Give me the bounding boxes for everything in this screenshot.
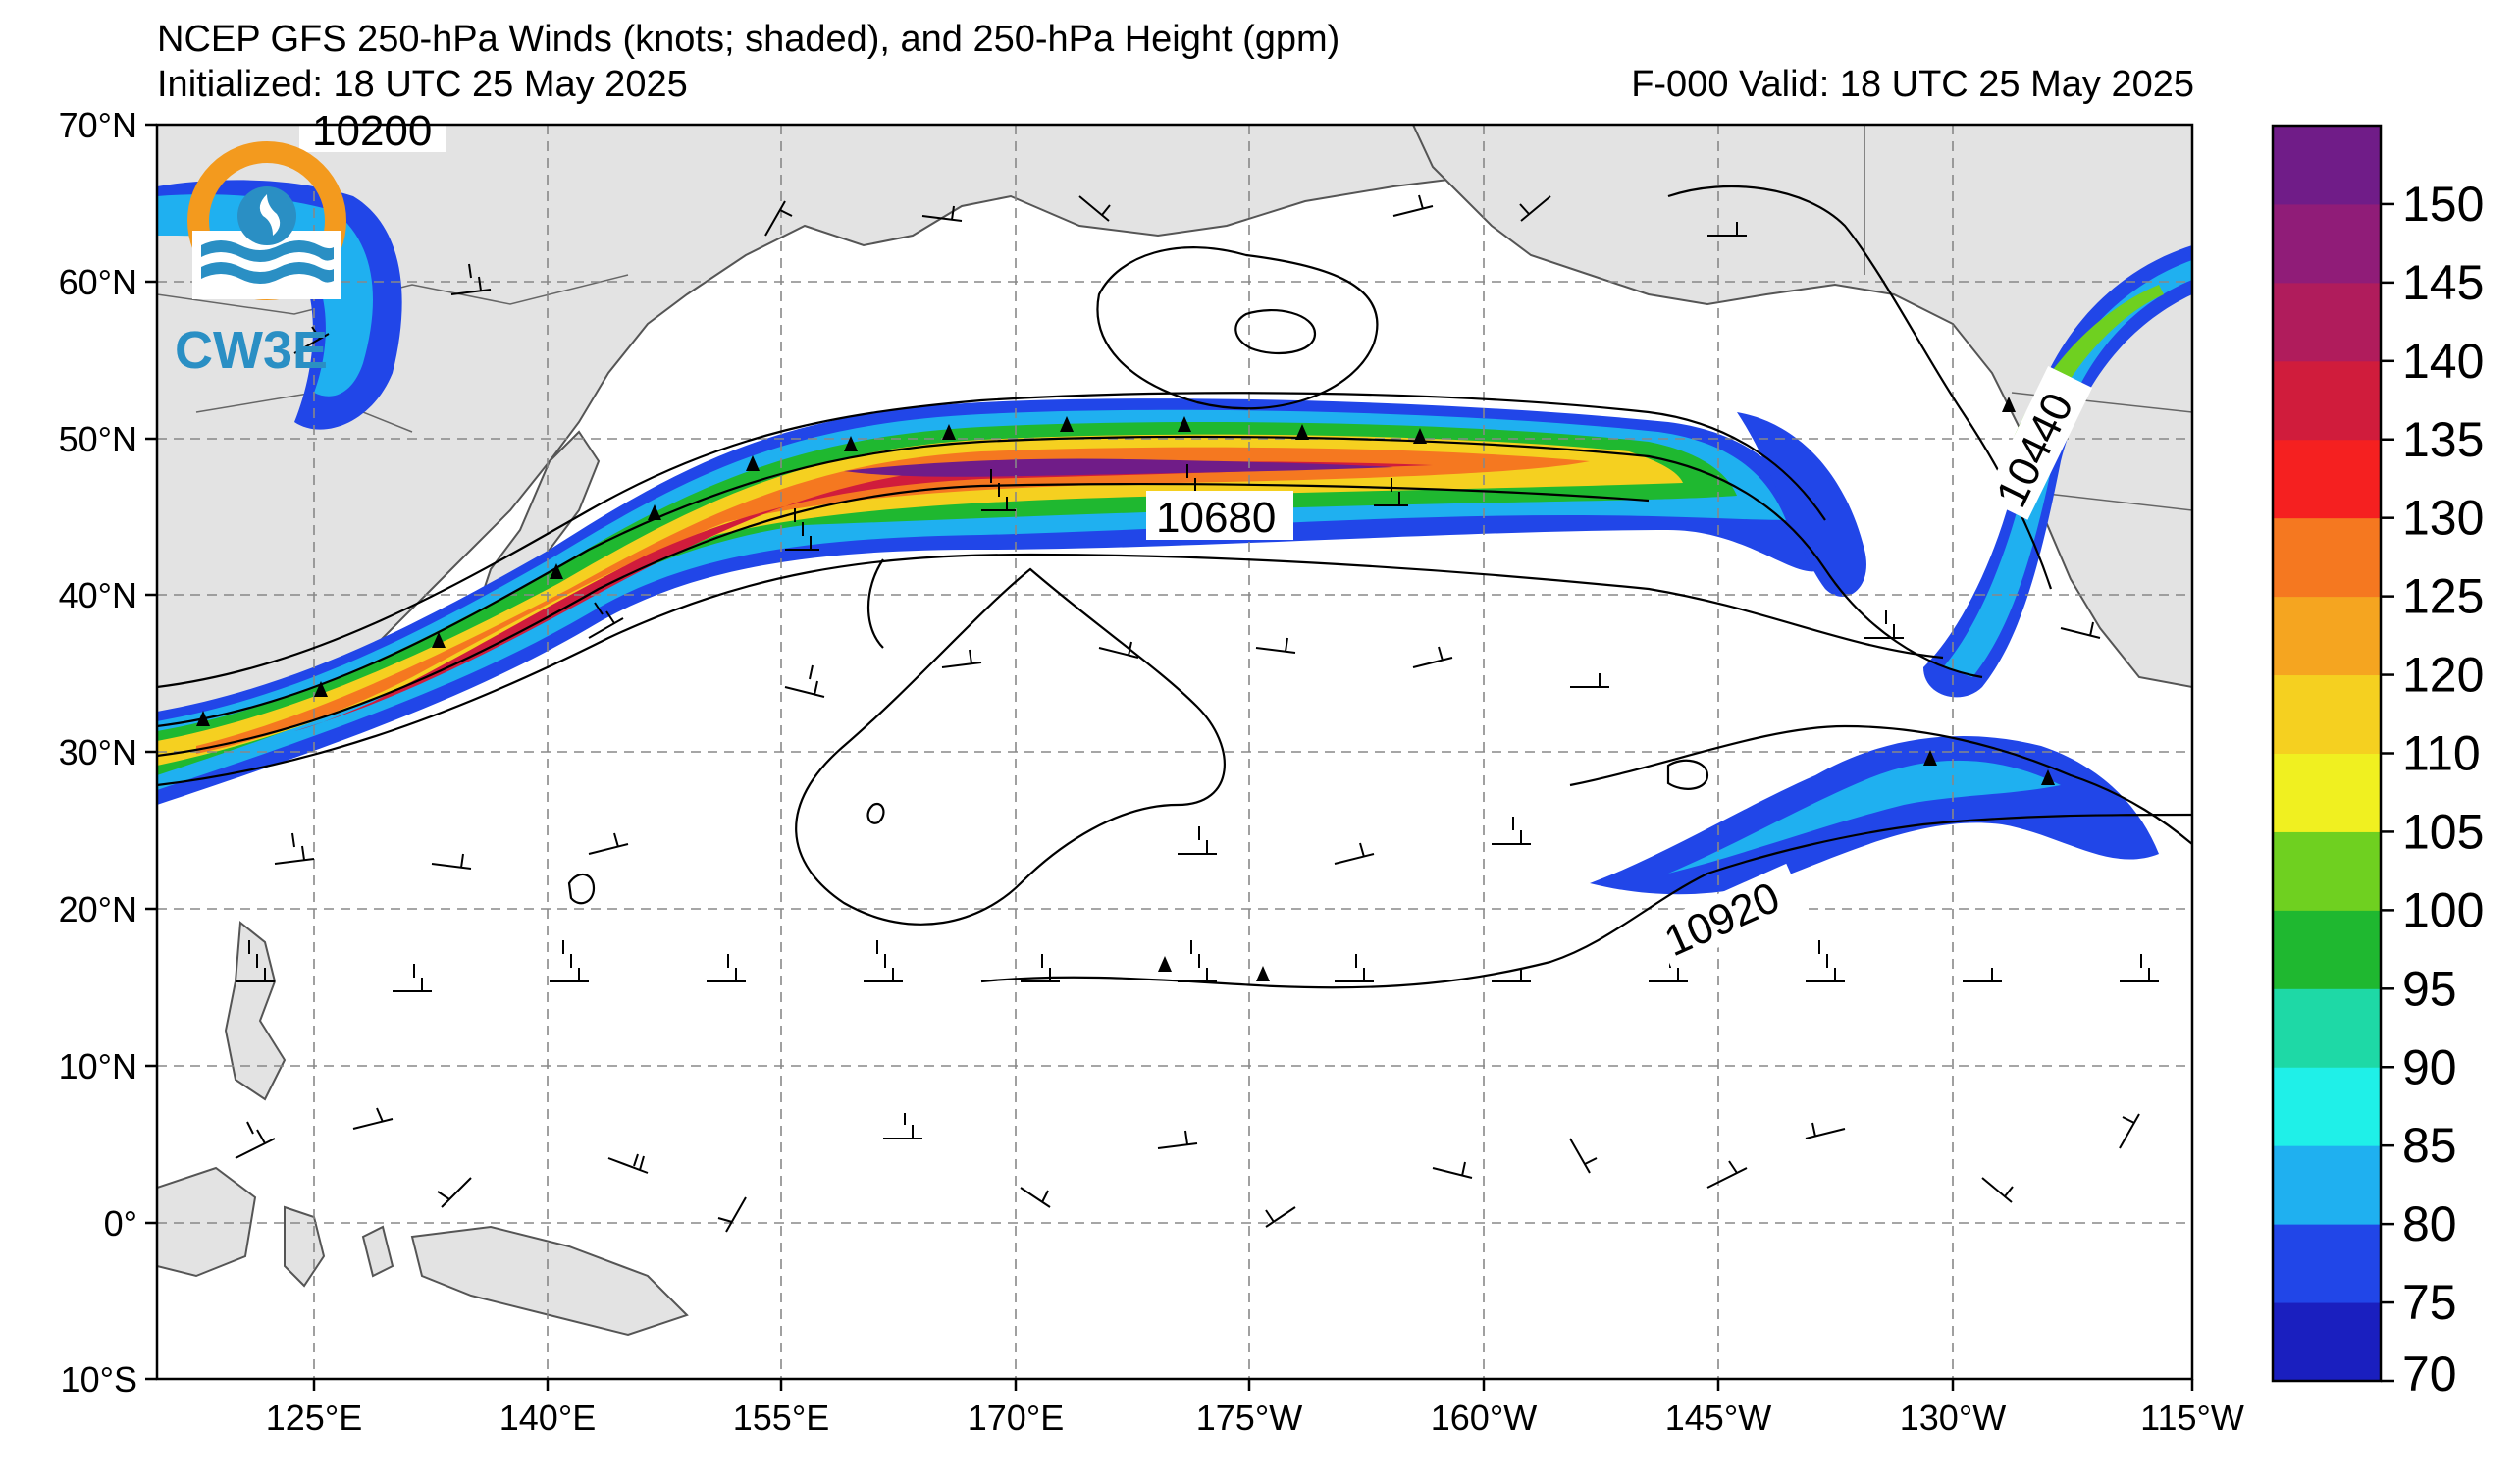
lat-label: 50°N (59, 419, 137, 459)
colorbar-tick-label: 70 (2402, 1347, 2457, 1402)
lat-label: 30°N (59, 732, 137, 772)
contour-label-10680: 10680 (1156, 494, 1276, 542)
contour-labels: 10200 10680 10440 10920 (299, 105, 2093, 969)
colorbar-segment (2273, 596, 2381, 676)
lon-label: 160°W (1431, 1398, 1537, 1438)
logo-text: CW3E (175, 321, 328, 380)
colorbar-segment (2273, 831, 2381, 911)
lon-label: 130°W (1900, 1398, 2006, 1438)
colorbar-tick-label: 110 (2402, 726, 2481, 781)
colorbar-tick-label: 125 (2402, 569, 2484, 624)
colorbar-segment (2273, 1224, 2381, 1303)
colorbar-tick-label: 100 (2402, 882, 2484, 937)
colorbar-segment (2273, 126, 2381, 205)
colorbar-segment (2273, 910, 2381, 989)
valid-time: F-000 Valid: 18 UTC 25 May 2025 (1631, 64, 2194, 105)
lat-label: 40°N (59, 575, 137, 615)
colorbar-tick-label: 140 (2402, 334, 2484, 389)
colorbar-segment (2273, 1145, 2381, 1225)
colorbar-segment (2273, 1067, 2381, 1146)
lat-label: 10°S (61, 1359, 137, 1400)
colorbar-ticks: 150 145 140 135 130 125 120 110 105 100 95 90 85 80 75… (2381, 177, 2484, 1402)
lat-label: 60°N (59, 262, 137, 302)
colorbar-tick-label: 95 (2402, 961, 2457, 1016)
lat-label: 10°N (59, 1046, 137, 1086)
colorbar-segment (2273, 674, 2381, 754)
colorbar-tick-label: 75 (2402, 1275, 2457, 1330)
colorbar-tick-label: 145 (2402, 255, 2484, 310)
lon-label: 125°E (266, 1398, 362, 1438)
lat-label: 70°N (59, 105, 137, 145)
colorbar-segment (2273, 988, 2381, 1068)
longitude-labels: 125°E 140°E 155°E 170°E 175°W 160°W 145°… (266, 1398, 2244, 1438)
colorbar-tick-label: 90 (2402, 1039, 2457, 1094)
land-masses (157, 125, 2192, 1337)
colorbar-tick-label: 105 (2402, 804, 2484, 859)
chart-title: NCEP GFS 250-hPa Winds (knots; shaded), … (157, 19, 1340, 60)
wind-flags (196, 397, 2055, 981)
lon-label: 115°W (2140, 1398, 2244, 1438)
colorbar-segment (2273, 203, 2381, 284)
cw3e-logo: CW3E (175, 141, 346, 380)
axis-ticks (145, 123, 2194, 1391)
colorbar-segment (2273, 517, 2381, 598)
wind-barbs (235, 194, 2159, 1233)
colorbar-tick-label: 130 (2402, 491, 2484, 546)
lon-label: 145°W (1665, 1398, 1771, 1438)
colorbar-tick-label: 120 (2402, 648, 2484, 703)
colorbar-segment (2273, 1302, 2381, 1382)
colorbar-tick-label: 80 (2402, 1196, 2457, 1251)
init-time: Initialized: 18 UTC 25 May 2025 (157, 64, 688, 105)
lat-label: 20°N (59, 889, 137, 929)
colorbar-tick-label: 150 (2402, 177, 2484, 232)
latitude-labels: 70°N 60°N 50°N 40°N 30°N 20°N 10°N 0° 10… (59, 105, 137, 1400)
colorbar (2273, 126, 2381, 1382)
colorbar-segment (2273, 439, 2381, 519)
lat-label: 0° (104, 1203, 137, 1244)
colorbar-segment (2273, 360, 2381, 441)
graticule (157, 125, 2192, 1379)
lon-label: 170°E (968, 1398, 1064, 1438)
lon-label: 140°E (499, 1398, 596, 1438)
colorbar-segment (2273, 282, 2381, 362)
lon-label: 175°W (1196, 1398, 1302, 1438)
lon-label: 155°E (733, 1398, 829, 1438)
colorbar-tick-label: 135 (2402, 412, 2484, 467)
colorbar-tick-label: 85 (2402, 1118, 2457, 1173)
colorbar-segment (2273, 753, 2381, 832)
contour-label-10200: 10200 (312, 107, 432, 155)
